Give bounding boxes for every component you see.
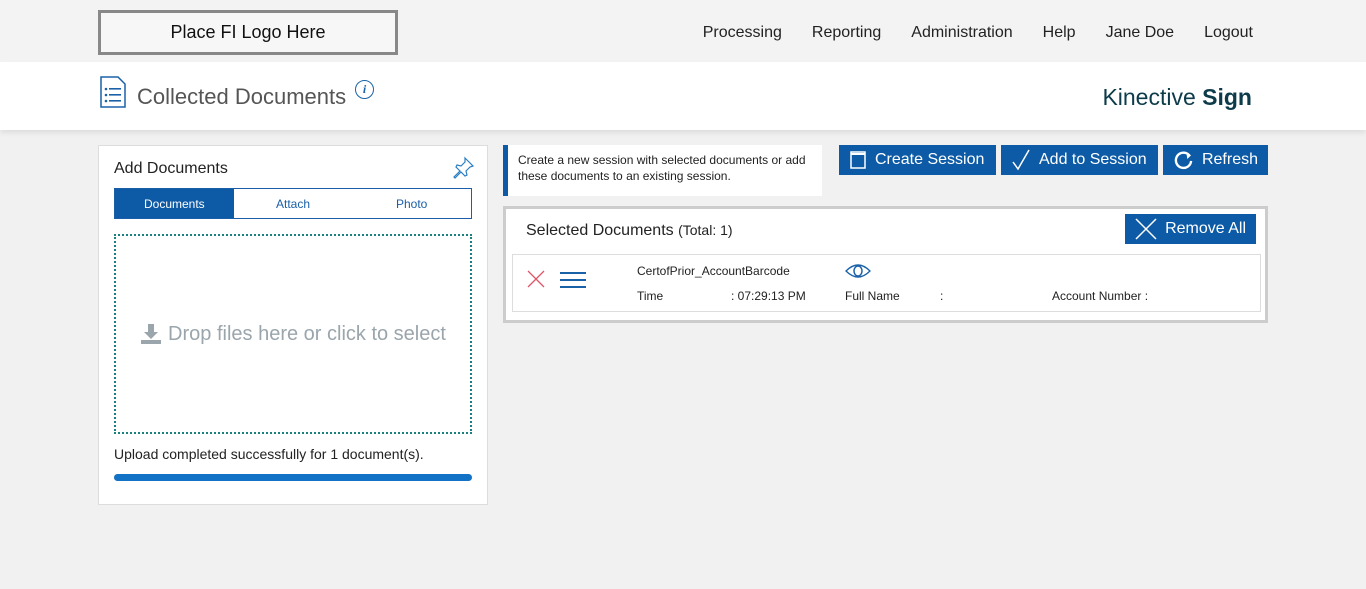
upload-progress-bar [114,474,472,481]
nav-administration[interactable]: Administration [911,24,1013,41]
tab-photo[interactable]: Photo [396,196,428,211]
drag-handle-icon[interactable] [560,272,586,288]
nav-user[interactable]: Jane Doe [1105,24,1175,41]
drop-text: Drop files here or click to select [168,322,446,345]
nav-processing[interactable]: Processing [702,24,782,41]
refresh-icon [1174,151,1193,170]
document-row: CertofPrior_AccountBarcode Time : 07:29:… [512,254,1261,312]
add-to-session-button[interactable]: Add to Session [1001,145,1158,175]
fullname-value: : [940,289,944,303]
pin-icon[interactable] [451,156,475,180]
time-value: : 07:29:13 PM [731,289,806,303]
tab-attach[interactable]: Attach [275,196,311,211]
document-name: CertofPrior_AccountBarcode [637,264,790,278]
create-session-button[interactable]: Create Session [839,145,996,175]
nav-reporting[interactable]: Reporting [811,24,882,41]
top-bar: Place FI Logo Here Processing Reporting … [0,0,1366,62]
selected-title: Selected Documents (Total: 1) [526,222,733,239]
info-icon[interactable]: i [355,80,374,99]
nav-logout[interactable]: Logout [1204,24,1253,41]
nav-help[interactable]: Help [1042,24,1076,41]
eye-icon[interactable] [845,263,871,279]
file-drop-zone[interactable]: Drop files here or click to select [114,234,472,434]
account-number-label: Account Number : [1052,289,1149,303]
time-label: Time [637,289,664,303]
panel-title: Add Documents [114,160,228,177]
progress-fill [114,474,472,481]
brand-logo: Kinective Sign [1102,84,1252,110]
add-documents-panel: Add Documents Documents Attach Photo Dro… [98,145,488,505]
page-title: Collected Documents [137,84,347,109]
document-list-icon [100,76,126,108]
checkmark-icon [1012,149,1030,171]
page-header: Collected Documents i Kinective Sign [0,62,1366,130]
upload-status: Upload completed successfully for 1 docu… [114,446,424,462]
download-icon [141,324,162,344]
square-icon [850,151,866,169]
logo: Place FI Logo Here [98,10,398,55]
refresh-button[interactable]: Refresh [1163,145,1268,175]
main-nav: Processing Reporting Administration Help… [703,24,1253,42]
session-hint: Create a new session with selected docum… [503,145,822,196]
close-icon [1135,218,1157,240]
fullname-label: Full Name [845,289,900,303]
tab-documents[interactable]: Documents [115,189,234,218]
add-tabs: Documents Attach Photo [114,188,472,219]
remove-all-button[interactable]: Remove All [1125,214,1256,244]
selected-documents-panel: Selected Documents (Total: 1) Remove All… [503,206,1268,323]
remove-document-icon[interactable] [527,270,545,288]
